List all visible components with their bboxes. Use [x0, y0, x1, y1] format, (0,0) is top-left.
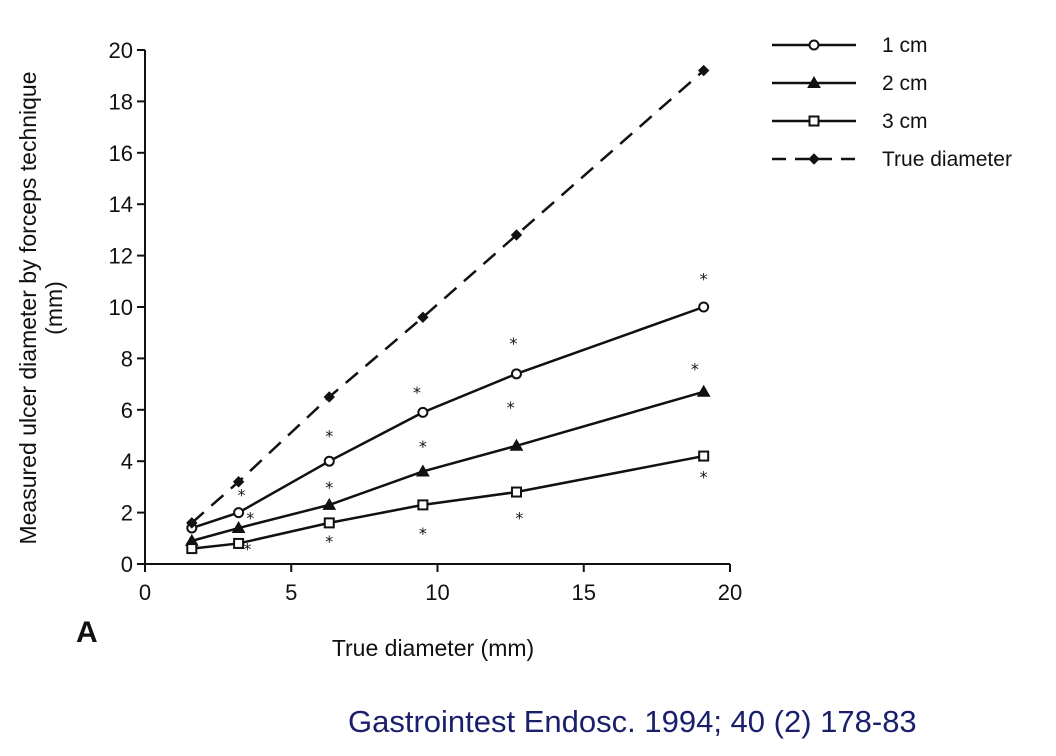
data-point [510, 229, 523, 241]
legend-item: True diameter [772, 148, 1012, 171]
y-tick-label: 20 [109, 38, 133, 63]
data-point [233, 507, 245, 519]
significance-star: * [700, 468, 708, 487]
x-tick-label: 5 [285, 580, 297, 605]
significance-star: * [243, 540, 251, 559]
significance-star: * [507, 398, 515, 417]
y-tick-label: 0 [121, 552, 133, 577]
data-point [697, 64, 710, 77]
legend-item: 1 cm [772, 34, 928, 57]
data-point [323, 455, 335, 467]
axes: 0 2 4 6 8 10 12 14 16 18 20 0 5 10 15 20 [109, 38, 743, 605]
data-point [417, 311, 429, 323]
series-1-cm [186, 301, 710, 534]
data-point [698, 301, 710, 313]
legend-marker [808, 115, 820, 127]
significance-star: * [246, 509, 254, 528]
y-tick-label: 2 [121, 501, 133, 526]
significance-star: * [325, 532, 333, 551]
significance-marks: *************** [238, 270, 708, 559]
series-true-diameter [186, 64, 710, 529]
legend: 1 cm 2 cm 3 cm True diameter [772, 34, 1012, 171]
series-2-cm [184, 384, 711, 546]
x-axis-title: True diameter (mm) [332, 635, 534, 661]
significance-star: * [510, 334, 518, 353]
legend-label: 2 cm [882, 72, 928, 95]
significance-star: * [325, 478, 333, 497]
legend-marker [807, 75, 821, 88]
y-tick-label: 16 [109, 141, 133, 166]
data-point [510, 486, 522, 498]
data-point [323, 517, 335, 529]
y-tick-label: 18 [109, 89, 133, 114]
x-tick-label: 10 [425, 580, 449, 605]
legend-item: 3 cm [772, 110, 928, 133]
data-point [417, 499, 429, 511]
series-line [190, 69, 705, 524]
data-point [231, 521, 246, 534]
legend-label: 3 cm [882, 110, 928, 133]
y-tick-label: 14 [109, 192, 133, 217]
data-point [233, 537, 245, 549]
significance-star: * [515, 509, 523, 528]
y-tick-label: 12 [109, 244, 133, 269]
y-tick-label: 10 [109, 295, 133, 320]
data-point [417, 406, 429, 418]
x-tick-label: 15 [572, 580, 596, 605]
legend-label: 1 cm [882, 34, 928, 57]
data-point [510, 368, 522, 380]
series-line [191, 454, 704, 550]
significance-star: * [691, 360, 699, 379]
significance-star: * [413, 383, 421, 402]
significance-star: * [238, 486, 246, 505]
data-point [416, 464, 430, 477]
y-tick-label: 6 [121, 398, 133, 423]
series-line [191, 305, 705, 530]
significance-star: * [419, 524, 427, 543]
significance-star: * [700, 270, 708, 289]
x-tick-label: 0 [139, 580, 151, 605]
legend-label: True diameter [882, 148, 1012, 171]
series-line [191, 390, 705, 543]
data-point [322, 497, 337, 510]
data-point [186, 543, 198, 555]
data-point [323, 391, 335, 403]
x-tick-label: 20 [718, 580, 742, 605]
data-point [698, 450, 710, 462]
data-point [232, 476, 245, 488]
y-tick-label: 8 [121, 346, 133, 371]
data-point [186, 517, 198, 529]
data-point [696, 384, 711, 397]
series-3-cm [186, 450, 710, 555]
panel-label: A [76, 616, 98, 649]
significance-star: * [419, 437, 427, 456]
y-axis-title-unit: (mm) [41, 281, 67, 335]
y-axis-title: Measured ulcer diameter by forceps techn… [15, 71, 41, 544]
data-point [509, 438, 524, 451]
significance-star: * [325, 427, 333, 446]
legend-marker [808, 153, 820, 165]
y-tick-label: 4 [121, 449, 133, 474]
legend-item: 2 cm [772, 72, 928, 95]
legend-marker [808, 39, 820, 51]
citation: Gastrointest Endosc. 1994; 40 (2) 178-83 [348, 704, 917, 739]
series-layer [184, 64, 711, 555]
